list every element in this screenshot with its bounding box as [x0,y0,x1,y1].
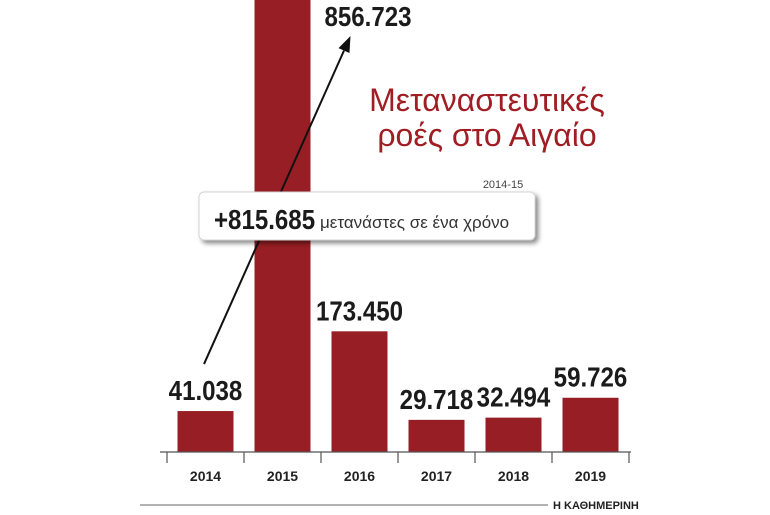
chart-title: Μεταναστευτικές ροές στο Αιγαίο [369,82,605,153]
x-tick-label-2017: 2017 [421,468,452,484]
value-label-2016: 173.450 [316,295,403,327]
x-tick-label-2015: 2015 [267,468,298,484]
value-label-2017: 29.718 [400,383,474,415]
value-label-2018: 32.494 [477,381,551,413]
annotation-box: +815.685 μετανάστες σε ένα χρόνο [198,191,536,241]
x-tick-label-2019: 2019 [575,468,606,484]
value-label-2019: 59.726 [554,361,628,393]
annotation-change: +815.685 [214,203,315,235]
x-tick-label-2014: 2014 [190,468,221,484]
x-axis: 2014 2015 2016 2017 2018 2019 [160,451,631,484]
source-credit: Η ΚΑΘΗΜΕΡΙΝΗ [553,500,639,512]
annotation-text: μετανάστες σε ένα χρόνο [320,213,509,232]
bar-2018 [485,417,542,452]
x-tick-labels: 2014 2015 2016 2017 2018 2019 [190,468,606,484]
value-label-2014: 41.038 [169,374,243,406]
bar-2019 [562,397,619,452]
x-tick-label-2016: 2016 [344,468,375,484]
bar-2017 [408,419,465,452]
annotation-period: 2014-15 [483,179,523,191]
annotation-box-background [198,191,536,241]
bar-2014 [177,411,234,452]
value-label-2015: 856.723 [325,0,412,32]
arrow-head [338,36,351,54]
x-tick-label-2018: 2018 [498,468,529,484]
x-axis-ticks [166,452,630,463]
bar-2016 [331,331,388,452]
